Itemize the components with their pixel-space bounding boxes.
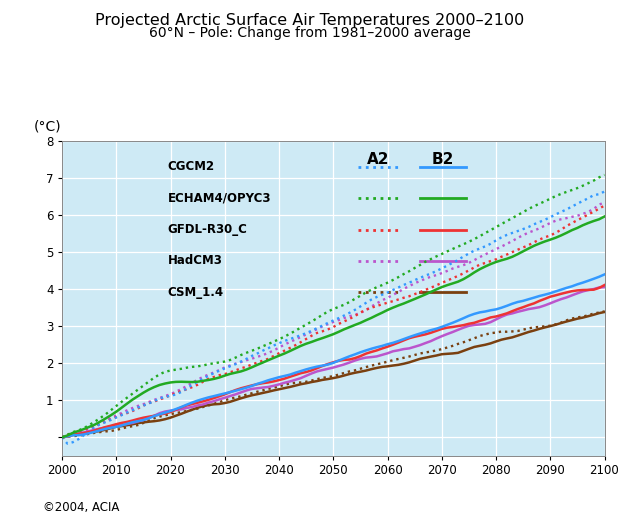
- Text: ECHAM4/OPYC3: ECHAM4/OPYC3: [168, 192, 272, 204]
- Text: ©2004, ACIA: ©2004, ACIA: [43, 500, 120, 514]
- Text: B2: B2: [432, 152, 454, 168]
- Text: CGCM2: CGCM2: [168, 160, 215, 173]
- Text: HadCM3: HadCM3: [168, 255, 223, 267]
- Text: (°C): (°C): [34, 119, 62, 134]
- Text: CSM_1.4: CSM_1.4: [168, 286, 224, 299]
- Text: GFDL-R30_C: GFDL-R30_C: [168, 223, 247, 236]
- Text: 60°N – Pole: Change from 1981–2000 average: 60°N – Pole: Change from 1981–2000 avera…: [149, 26, 471, 40]
- Text: Projected Arctic Surface Air Temperatures 2000–2100: Projected Arctic Surface Air Temperature…: [95, 13, 525, 28]
- Text: A2: A2: [366, 152, 389, 168]
